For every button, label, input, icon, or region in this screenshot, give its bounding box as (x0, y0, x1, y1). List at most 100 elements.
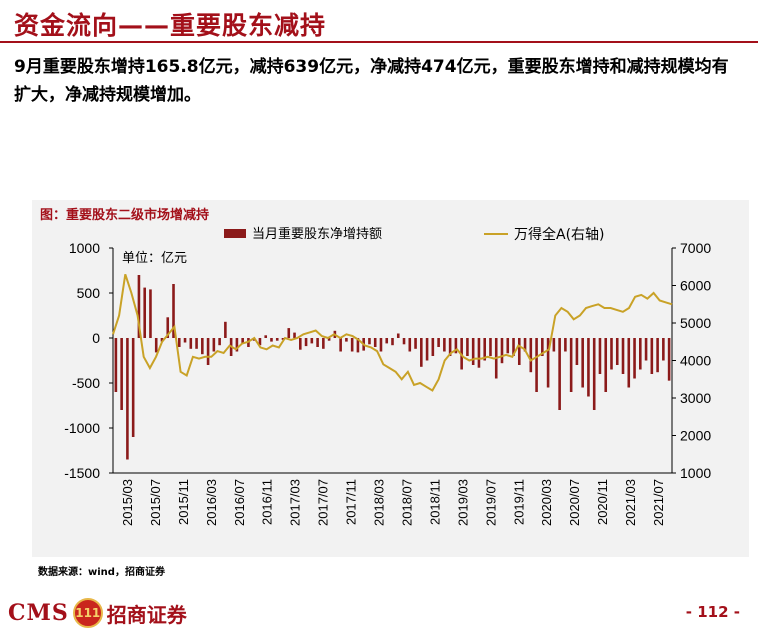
x-tick-label: 2018/03 (372, 479, 387, 526)
bar-net-increase (644, 338, 648, 361)
bar-net-increase (224, 321, 227, 338)
x-tick-label: 2020/11 (595, 479, 610, 525)
bar-net-increase (471, 338, 475, 365)
bar-net-increase (575, 338, 579, 365)
bar-net-increase (154, 338, 158, 353)
bar-net-increase (241, 338, 244, 344)
bar-net-increase (506, 338, 510, 354)
bar-net-increase (615, 338, 619, 365)
bar-net-increase (604, 338, 608, 392)
x-tick-label: 2016/03 (204, 479, 219, 526)
bar-net-increase (500, 338, 504, 364)
x-tick-label: 2015/11 (176, 479, 191, 525)
left-tick-label: 500 (77, 285, 101, 301)
legend-bar-label: 当月重要股东净增持额 (252, 226, 382, 242)
bar-net-increase (368, 338, 371, 345)
x-tick-label: 2021/07 (651, 479, 666, 526)
bar-net-increase (443, 338, 446, 352)
x-tick-label: 2017/11 (344, 479, 359, 525)
bar-net-increase (431, 338, 435, 356)
bar-net-increase (396, 333, 400, 338)
bar-net-increase (350, 338, 354, 352)
chart-title: 图：重要股东二级市场增减持 (40, 208, 210, 223)
x-tick-label: 2019/11 (511, 479, 526, 525)
bar-net-increase (558, 338, 561, 410)
bar-net-increase (523, 338, 527, 352)
x-tick-label: 2018/11 (427, 479, 442, 525)
bar-net-increase (592, 338, 596, 410)
bar-net-increase (149, 289, 152, 338)
bar-net-increase (621, 338, 625, 374)
company-logo: CMS 111 招商证券 (8, 598, 187, 628)
left-tick-label: 1000 (69, 240, 100, 256)
data-source: 数据来源：wind，招商证券 (38, 567, 165, 578)
bar-net-increase (639, 338, 642, 370)
bar-net-increase (546, 338, 550, 388)
bar-net-increase (466, 338, 469, 356)
bar-net-increase (633, 338, 636, 379)
slide-title: 资金流向——重要股东减持 (14, 11, 327, 40)
x-tick-label: 2015/07 (148, 479, 163, 526)
left-tick-label: -500 (72, 375, 100, 391)
right-tick-label: 7000 (680, 240, 711, 256)
bar-net-increase (564, 338, 567, 352)
x-tick-label: 2017/07 (316, 479, 331, 526)
right-tick-label: 6000 (680, 278, 711, 294)
page-number: - 112 - (685, 603, 740, 621)
bar-net-increase (275, 338, 279, 341)
bar-net-increase (195, 338, 198, 349)
bar-net-increase (489, 338, 492, 356)
bar-net-increase (437, 338, 440, 347)
bar-net-increase (212, 338, 216, 352)
bar-net-increase (581, 338, 584, 388)
left-tick-label: -1000 (64, 420, 100, 436)
bar-net-increase (131, 338, 135, 437)
bar-net-increase (402, 338, 406, 345)
bar-net-increase (535, 338, 538, 392)
left-tick-label: -1500 (64, 465, 100, 481)
bar-net-increase (483, 338, 487, 361)
x-tick-label: 2020/07 (567, 479, 582, 526)
logo-badge-icon: 111 (72, 598, 103, 628)
bar-net-increase (345, 338, 348, 342)
bar-net-increase (373, 338, 377, 347)
bar-net-increase (310, 338, 314, 344)
logo-text: CMS (8, 600, 69, 626)
bar-net-increase (201, 338, 204, 355)
bar-net-increase (529, 338, 533, 373)
bar-net-increase (420, 338, 423, 367)
x-tick-label: 2016/11 (260, 479, 275, 525)
bar-net-increase (316, 338, 319, 347)
bar-net-increase (517, 338, 521, 365)
unit-label: 单位：亿元 (122, 251, 187, 266)
bar-net-increase (206, 338, 210, 365)
bar-net-increase (656, 338, 659, 373)
bar-net-increase (264, 335, 268, 338)
x-tick-label: 2016/07 (232, 479, 247, 526)
x-tick-label: 2021/03 (623, 479, 638, 526)
bar-net-increase (356, 338, 360, 353)
bar-net-increase (126, 338, 129, 460)
x-tick-label: 2015/03 (120, 479, 135, 526)
bar-net-increase (281, 338, 285, 340)
bar-net-increase (552, 338, 556, 352)
right-tick-label: 1000 (680, 465, 711, 481)
bar-net-increase (166, 317, 170, 338)
right-tick-label: 2000 (680, 428, 711, 444)
bar-net-increase (598, 338, 602, 374)
bar-net-increase (385, 338, 389, 344)
bar-net-increase (391, 338, 394, 346)
wind-a-index-line (112, 273, 673, 392)
bar-net-increase (172, 284, 175, 338)
bar-net-increase (160, 338, 164, 342)
bar-net-increase (293, 332, 296, 338)
bar-net-increase (541, 338, 544, 356)
bar-net-increase (270, 338, 273, 342)
bar-net-increase (304, 338, 308, 347)
bar-net-increase (143, 287, 146, 338)
x-tick-label: 2018/07 (399, 479, 414, 526)
bar-net-increase (298, 338, 302, 350)
bar-net-increase (569, 338, 573, 392)
bar-net-increase (587, 338, 590, 397)
